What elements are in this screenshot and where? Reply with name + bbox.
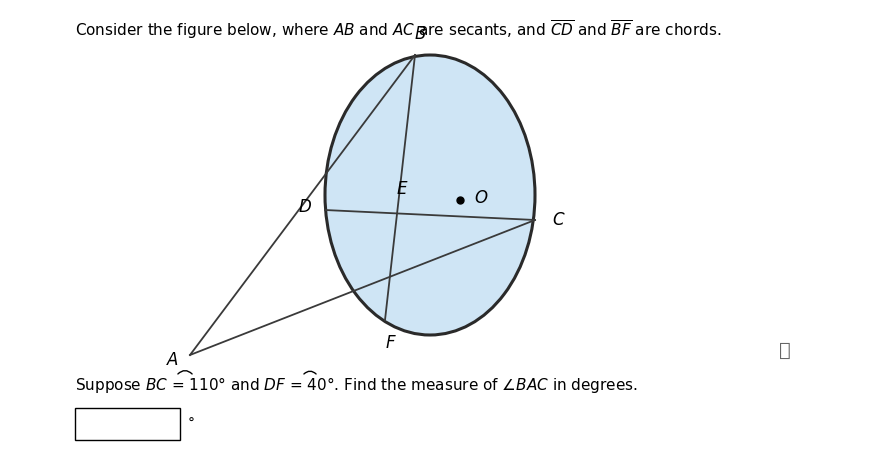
Text: °: ° [188, 417, 195, 431]
Text: C: C [552, 211, 564, 229]
Text: E: E [397, 180, 407, 198]
Text: O: O [474, 189, 487, 207]
Text: F: F [385, 334, 395, 352]
FancyBboxPatch shape [75, 408, 180, 440]
Ellipse shape [325, 55, 535, 335]
Text: Suppose $\mathit{BC}$ = 110° and $\mathit{DF}$ = 40°. Find the measure of $\angl: Suppose $\mathit{BC}$ = 110° and $\mathi… [75, 375, 638, 395]
Text: ⓘ: ⓘ [779, 340, 791, 360]
Text: A: A [167, 351, 178, 369]
Text: D: D [298, 198, 311, 216]
Text: B: B [415, 25, 426, 43]
Text: Consider the figure below, where $\mathit{AB}$ and $\mathit{AC}$ are secants, an: Consider the figure below, where $\mathi… [75, 18, 721, 41]
